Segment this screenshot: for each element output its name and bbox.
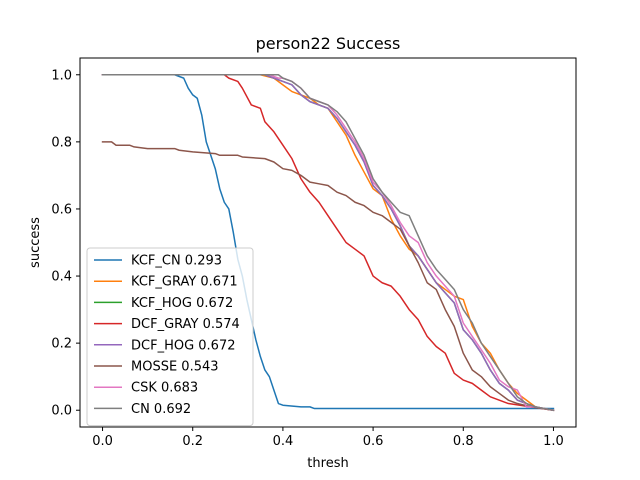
legend-label-2: KCF_HOG 0.672: [131, 296, 233, 311]
legend: KCF_CN 0.293 KCF_GRAY 0.671 KCF_HOG 0.672 D…: [86, 247, 254, 427]
y-tick-label: 0.6: [51, 202, 72, 217]
legend-label-0: KCF_CN 0.293: [131, 254, 222, 269]
y-axis-label: success: [28, 217, 43, 268]
legend-label-6: CSK 0.683: [131, 381, 198, 396]
x-tick-label: 0.4: [273, 434, 294, 449]
legend-label-7: CN 0.692: [131, 402, 191, 417]
x-tick-label: 1.0: [543, 434, 564, 449]
x-axis-label: thresh: [307, 456, 348, 471]
y-tick-label: 0.0: [51, 404, 72, 419]
x-tick-label: 0.0: [92, 434, 113, 449]
y-axis: 0.0 0.2 0.4 0.6 0.8 1.0: [51, 68, 80, 419]
x-tick-label: 0.2: [182, 434, 203, 449]
series-layer: [101, 74, 555, 412]
legend-label-3: DCF_GRAY 0.574: [131, 317, 240, 332]
series-line-4: [101, 74, 555, 412]
legend-label-1: KCF_GRAY 0.671: [131, 275, 238, 290]
y-tick-label: 0.8: [51, 135, 72, 150]
x-tick-label: 0.6: [363, 434, 384, 449]
y-tick-label: 0.4: [51, 270, 72, 285]
chart-title: person22 Success: [256, 34, 401, 53]
series-line-3: [101, 74, 555, 412]
legend-label-5: MOSSE 0.543: [131, 360, 219, 375]
plot-area-frame: [79, 57, 577, 428]
legend-label-4: DCF_HOG 0.672: [131, 338, 236, 353]
legend-box: [86, 247, 254, 427]
x-tick-label: 0.8: [453, 434, 474, 449]
y-tick-label: 0.2: [51, 337, 72, 352]
series-line-5: [101, 141, 555, 412]
series-line-7: [101, 74, 555, 412]
x-axis: 0.0 0.2 0.4 0.6 0.8 1.0: [92, 427, 564, 449]
y-tick-label: 1.0: [51, 68, 72, 83]
